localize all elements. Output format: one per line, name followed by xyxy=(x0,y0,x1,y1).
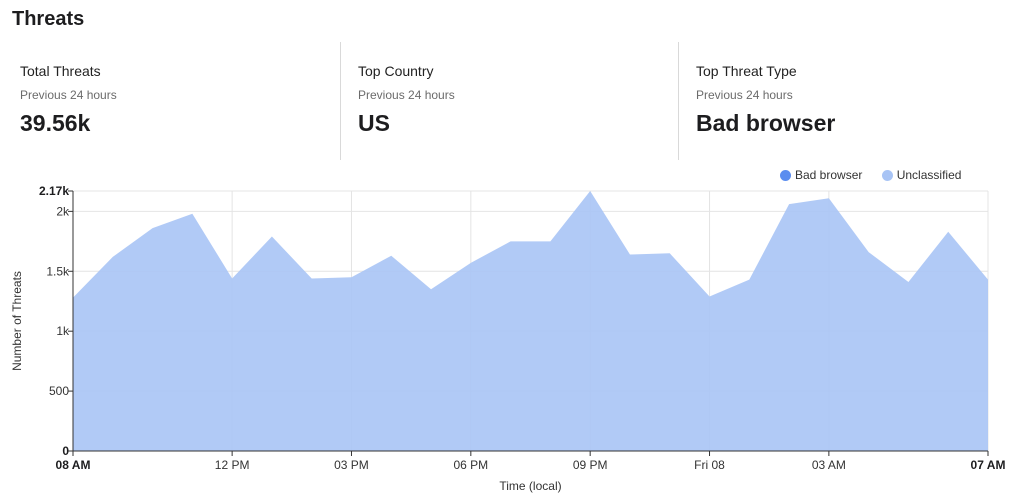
y-tick-label: 0 xyxy=(62,444,69,458)
y-tick-label: 2.17k xyxy=(39,184,69,198)
chart-areas xyxy=(73,191,988,451)
legend-swatch-unclassified xyxy=(881,169,893,181)
stat-value: US xyxy=(358,110,390,136)
y-tick-label: 2k xyxy=(56,204,70,218)
threats-area-chart: 0 500 1k 1.5k 2k 2.17k 08 AM 12 PM 03 PM 06 PM 09… xyxy=(10,184,1006,493)
y-axis-ticks: 0 500 1k 1.5k 2k 2.17k xyxy=(39,184,74,458)
legend-label: Bad browser xyxy=(795,168,863,182)
legend-swatch-bad-browser xyxy=(780,169,791,181)
x-tick-label: 07 AM xyxy=(971,458,1006,472)
x-tick-label: 12 PM xyxy=(215,458,250,472)
stat-period: Previous 24 hours xyxy=(696,88,793,102)
x-tick-label: Fri 08 xyxy=(694,458,725,472)
stat-label: Total Threats xyxy=(20,63,101,79)
y-axis-title: Number of Threats xyxy=(10,271,24,371)
x-tick-label: 03 AM xyxy=(812,458,846,472)
x-axis-ticks: 08 AM 12 PM 03 PM 06 PM 09 PM Fri 08 03 AM 07 A… xyxy=(56,450,1006,472)
chart-legend: Bad browser Unclassified xyxy=(780,168,961,184)
stat-top-country: Top Country Previous 24 hours US xyxy=(340,42,678,160)
stat-label: Top Country xyxy=(358,63,434,79)
legend-label: Unclassified xyxy=(896,168,962,182)
y-tick-label: 1k xyxy=(56,324,70,338)
legend-item-bad-browser[interactable]: Bad browser xyxy=(780,168,862,182)
page-title: Threats xyxy=(12,8,85,30)
legend-item-unclassified[interactable]: Unclassified xyxy=(881,168,962,182)
stat-total-threats: Total Threats Previous 24 hours 39.56k xyxy=(0,42,340,160)
stat-period: Previous 24 hours xyxy=(358,88,455,102)
x-tick-label: 06 PM xyxy=(453,458,488,472)
stat-label: Top Threat Type xyxy=(696,63,797,79)
x-axis-title: Time (local) xyxy=(499,479,561,493)
area-series-unclassified xyxy=(73,191,988,451)
stat-top-threat-type: Top Threat Type Previous 24 hours Bad br… xyxy=(678,42,1024,160)
x-tick-label: 03 PM xyxy=(334,458,369,472)
stat-value: Bad browser xyxy=(696,110,836,136)
stat-period: Previous 24 hours xyxy=(20,88,117,102)
x-tick-label: 09 PM xyxy=(573,458,608,472)
x-tick-label: 08 AM xyxy=(56,458,91,472)
stat-value: 39.56k xyxy=(20,110,91,136)
stats-row: Total Threats Previous 24 hours 39.56k T… xyxy=(0,42,1024,160)
y-tick-label: 500 xyxy=(49,384,69,398)
y-tick-label: 1.5k xyxy=(46,264,70,278)
